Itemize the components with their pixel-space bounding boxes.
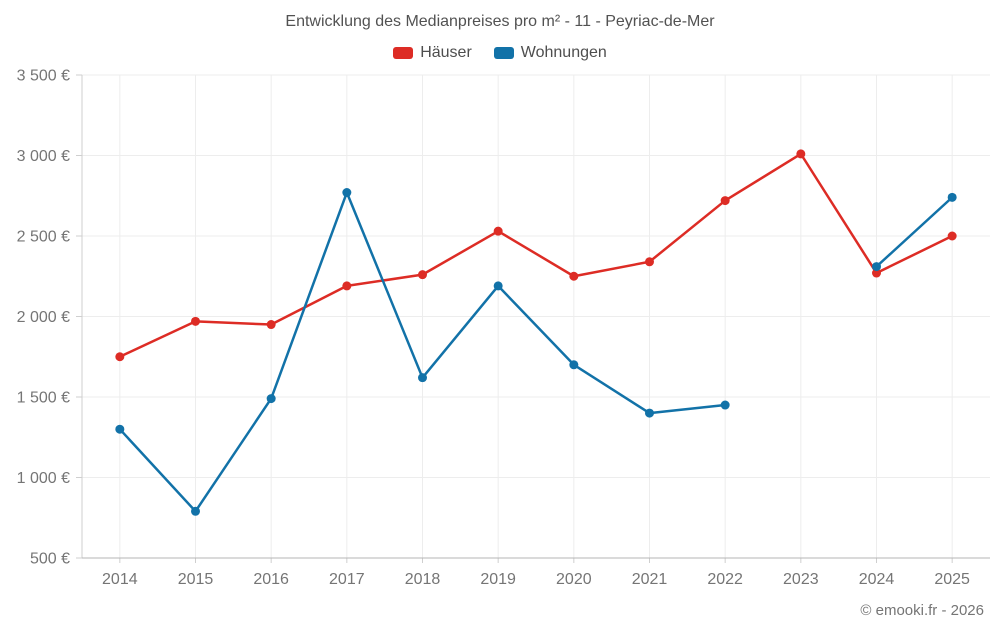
data-point-Häuser-2021[interactable]	[645, 257, 654, 267]
y-axis-label: 3 000 €	[17, 148, 70, 165]
legend-item-haeuser[interactable]: Häuser	[393, 44, 472, 62]
data-point-Häuser-2024[interactable]	[872, 268, 881, 278]
data-point-Häuser-2019[interactable]	[493, 226, 503, 236]
data-point-Häuser-2020[interactable]	[569, 271, 579, 281]
data-point-Wohnungen-2020[interactable]	[569, 360, 579, 370]
x-axis-label: 2022	[707, 571, 743, 588]
data-point-Häuser-2022[interactable]	[720, 196, 730, 206]
data-point-Wohnungen-2018[interactable]	[418, 373, 427, 383]
x-axis-label: 2015	[178, 571, 214, 588]
data-point-Wohnungen-2021[interactable]	[645, 408, 654, 418]
legend-swatch-haeuser-icon	[393, 47, 414, 59]
x-axis-label: 2021	[632, 571, 668, 588]
data-point-Häuser-2018[interactable]	[418, 270, 427, 280]
y-axis-label: 2 500 €	[17, 229, 70, 246]
data-point-Wohnungen-2019[interactable]	[493, 281, 503, 291]
x-axis-label: 2017	[329, 571, 365, 588]
legend-item-wohnungen[interactable]: Wohnungen	[493, 44, 607, 62]
y-axis-label: 500 €	[30, 551, 70, 568]
x-axis-label: 2018	[405, 571, 441, 588]
x-axis-label: 2025	[934, 571, 970, 588]
legend-label-wohnungen: Wohnungen	[520, 44, 607, 61]
legend-label-haeuser: Häuser	[420, 44, 472, 61]
x-axis-label: 2016	[253, 571, 289, 588]
x-axis-label: 2024	[859, 571, 895, 588]
data-point-Häuser-2016[interactable]	[266, 320, 276, 330]
series-line-Wohnungen	[875, 196, 954, 268]
data-point-Wohnungen-2014[interactable]	[115, 424, 125, 434]
data-point-Häuser-2025[interactable]	[947, 231, 957, 241]
data-point-Wohnungen-2017[interactable]	[342, 188, 352, 198]
data-point-Wohnungen-2025[interactable]	[947, 192, 957, 202]
copyright-text: © emooki.fr - 2026	[860, 602, 984, 619]
y-axis-label: 3 500 €	[17, 68, 70, 85]
x-axis-label: 2023	[783, 571, 819, 588]
data-point-Häuser-2014[interactable]	[115, 352, 125, 362]
y-axis-label: 2 000 €	[17, 309, 70, 326]
data-point-Häuser-2015[interactable]	[191, 316, 200, 326]
y-axis-label: 1 500 €	[17, 390, 70, 407]
data-point-Wohnungen-2015[interactable]	[191, 506, 200, 516]
data-point-Wohnungen-2016[interactable]	[266, 394, 276, 404]
legend-swatch-wohnungen-icon	[493, 47, 514, 59]
x-axis-label: 2014	[102, 571, 138, 588]
series-line-Häuser	[118, 152, 954, 358]
data-point-Wohnungen-2024[interactable]	[872, 262, 881, 272]
legend: Häuser Wohnungen	[0, 44, 1000, 62]
x-axis-label: 2020	[556, 571, 592, 588]
y-axis-label: 1 000 €	[17, 470, 70, 487]
x-axis-label: 2019	[480, 571, 516, 588]
chart-title: Entwicklung des Medianpreises pro m² - 1…	[285, 13, 715, 30]
data-point-Wohnungen-2022[interactable]	[720, 400, 730, 410]
data-point-Häuser-2017[interactable]	[342, 281, 352, 291]
data-point-Häuser-2023[interactable]	[796, 149, 806, 159]
